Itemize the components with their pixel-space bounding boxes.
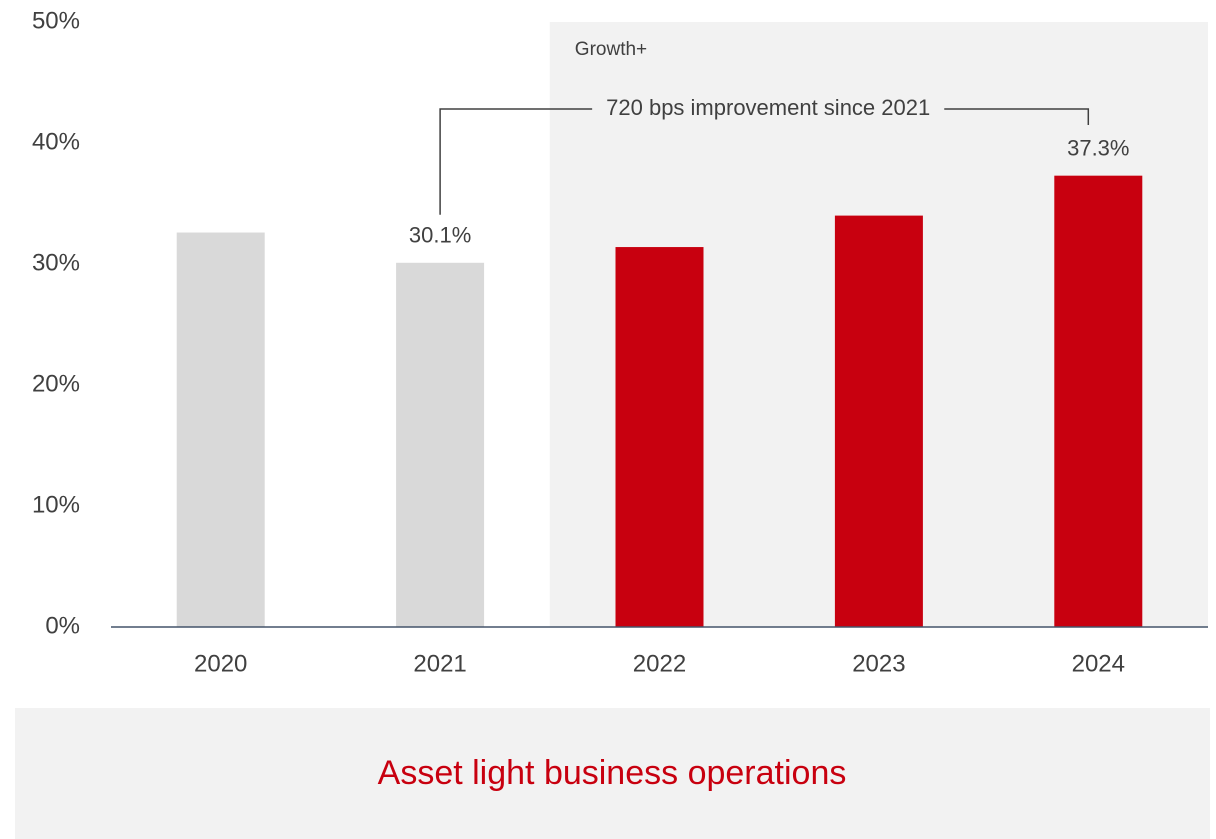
bar [1054, 175, 1143, 628]
y-tick-label: 0% [45, 612, 80, 639]
y-tick-label: 10% [32, 491, 80, 518]
value-label: 30.1% [409, 223, 471, 248]
bar [396, 262, 485, 627]
y-tick-label: 50% [32, 7, 80, 34]
x-tick-label: 2022 [633, 650, 686, 677]
bar [615, 247, 704, 627]
footer-text: Asset light business operations [378, 754, 847, 792]
footer-box [15, 708, 1210, 839]
annotation-bracket [944, 108, 1090, 125]
y-tick-label: 40% [32, 128, 80, 155]
highlight-label: Growth+ [575, 39, 647, 60]
x-tick-label: 2023 [852, 650, 905, 677]
annotation: 720 bps improvement since 2021 [606, 95, 930, 120]
x-tick-label: 2024 [1072, 650, 1125, 677]
bar [176, 232, 265, 628]
y-tick-label: 20% [32, 370, 80, 397]
annotation-bracket [439, 108, 593, 215]
y-tick-label: 30% [32, 249, 80, 276]
bar [834, 215, 923, 627]
x-tick-label: 2021 [413, 650, 466, 677]
value-label: 37.3% [1067, 135, 1129, 160]
x-tick-label: 2020 [194, 650, 247, 677]
